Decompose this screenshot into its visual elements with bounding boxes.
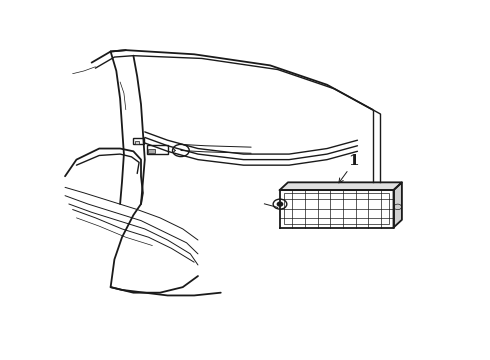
FancyBboxPatch shape [135,141,139,144]
Circle shape [277,202,283,206]
Polygon shape [393,183,402,228]
Polygon shape [280,183,402,190]
FancyBboxPatch shape [147,145,168,154]
FancyBboxPatch shape [133,138,144,144]
Text: 1: 1 [348,154,359,168]
Polygon shape [280,190,393,228]
FancyBboxPatch shape [148,149,155,153]
